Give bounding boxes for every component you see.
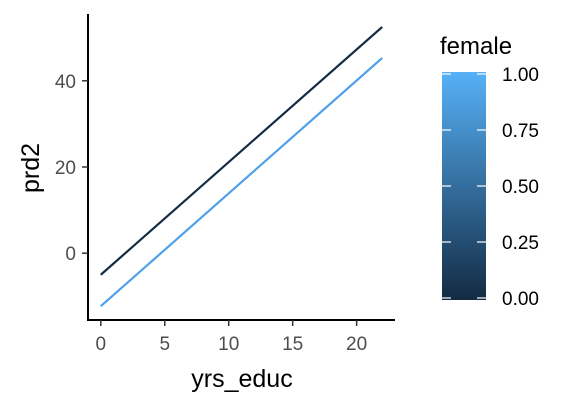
legend-tick-label: 0.75: [502, 121, 539, 142]
plot-panel: 0 5 10 15 20 0 20 40: [55, 14, 395, 355]
series-group: [100, 26, 383, 308]
y-axis-title: prd2: [17, 143, 45, 193]
y-tick-label: 40: [55, 72, 76, 93]
legend: female 0.00 0.25 0.50 0.75 1.00: [440, 33, 539, 310]
x-tick-label: 0: [96, 334, 107, 355]
x-tick-label: 10: [218, 334, 239, 355]
legend-tick-label: 0.00: [502, 289, 539, 310]
series-line-female-1: [100, 57, 383, 308]
x-tick-label: 20: [346, 334, 367, 355]
x-tick-label: 15: [282, 334, 303, 355]
x-tick-label: 5: [159, 334, 170, 355]
y-tick-label: 20: [55, 158, 76, 179]
legend-title: female: [440, 33, 512, 60]
y-tick-label: 0: [65, 244, 76, 265]
legend-ticks: 0.00 0.25 0.50 0.75 1.00: [442, 65, 539, 310]
x-axis-ticks: 0 5 10 15 20: [96, 320, 367, 355]
legend-tick-label: 0.25: [502, 233, 539, 254]
series-line-female-0: [100, 26, 383, 276]
x-axis-title: yrs_educ: [191, 365, 292, 393]
legend-tick-label: 0.50: [502, 177, 539, 198]
y-axis-ticks: 0 20 40: [55, 72, 88, 265]
legend-tick-label: 1.00: [502, 65, 539, 86]
